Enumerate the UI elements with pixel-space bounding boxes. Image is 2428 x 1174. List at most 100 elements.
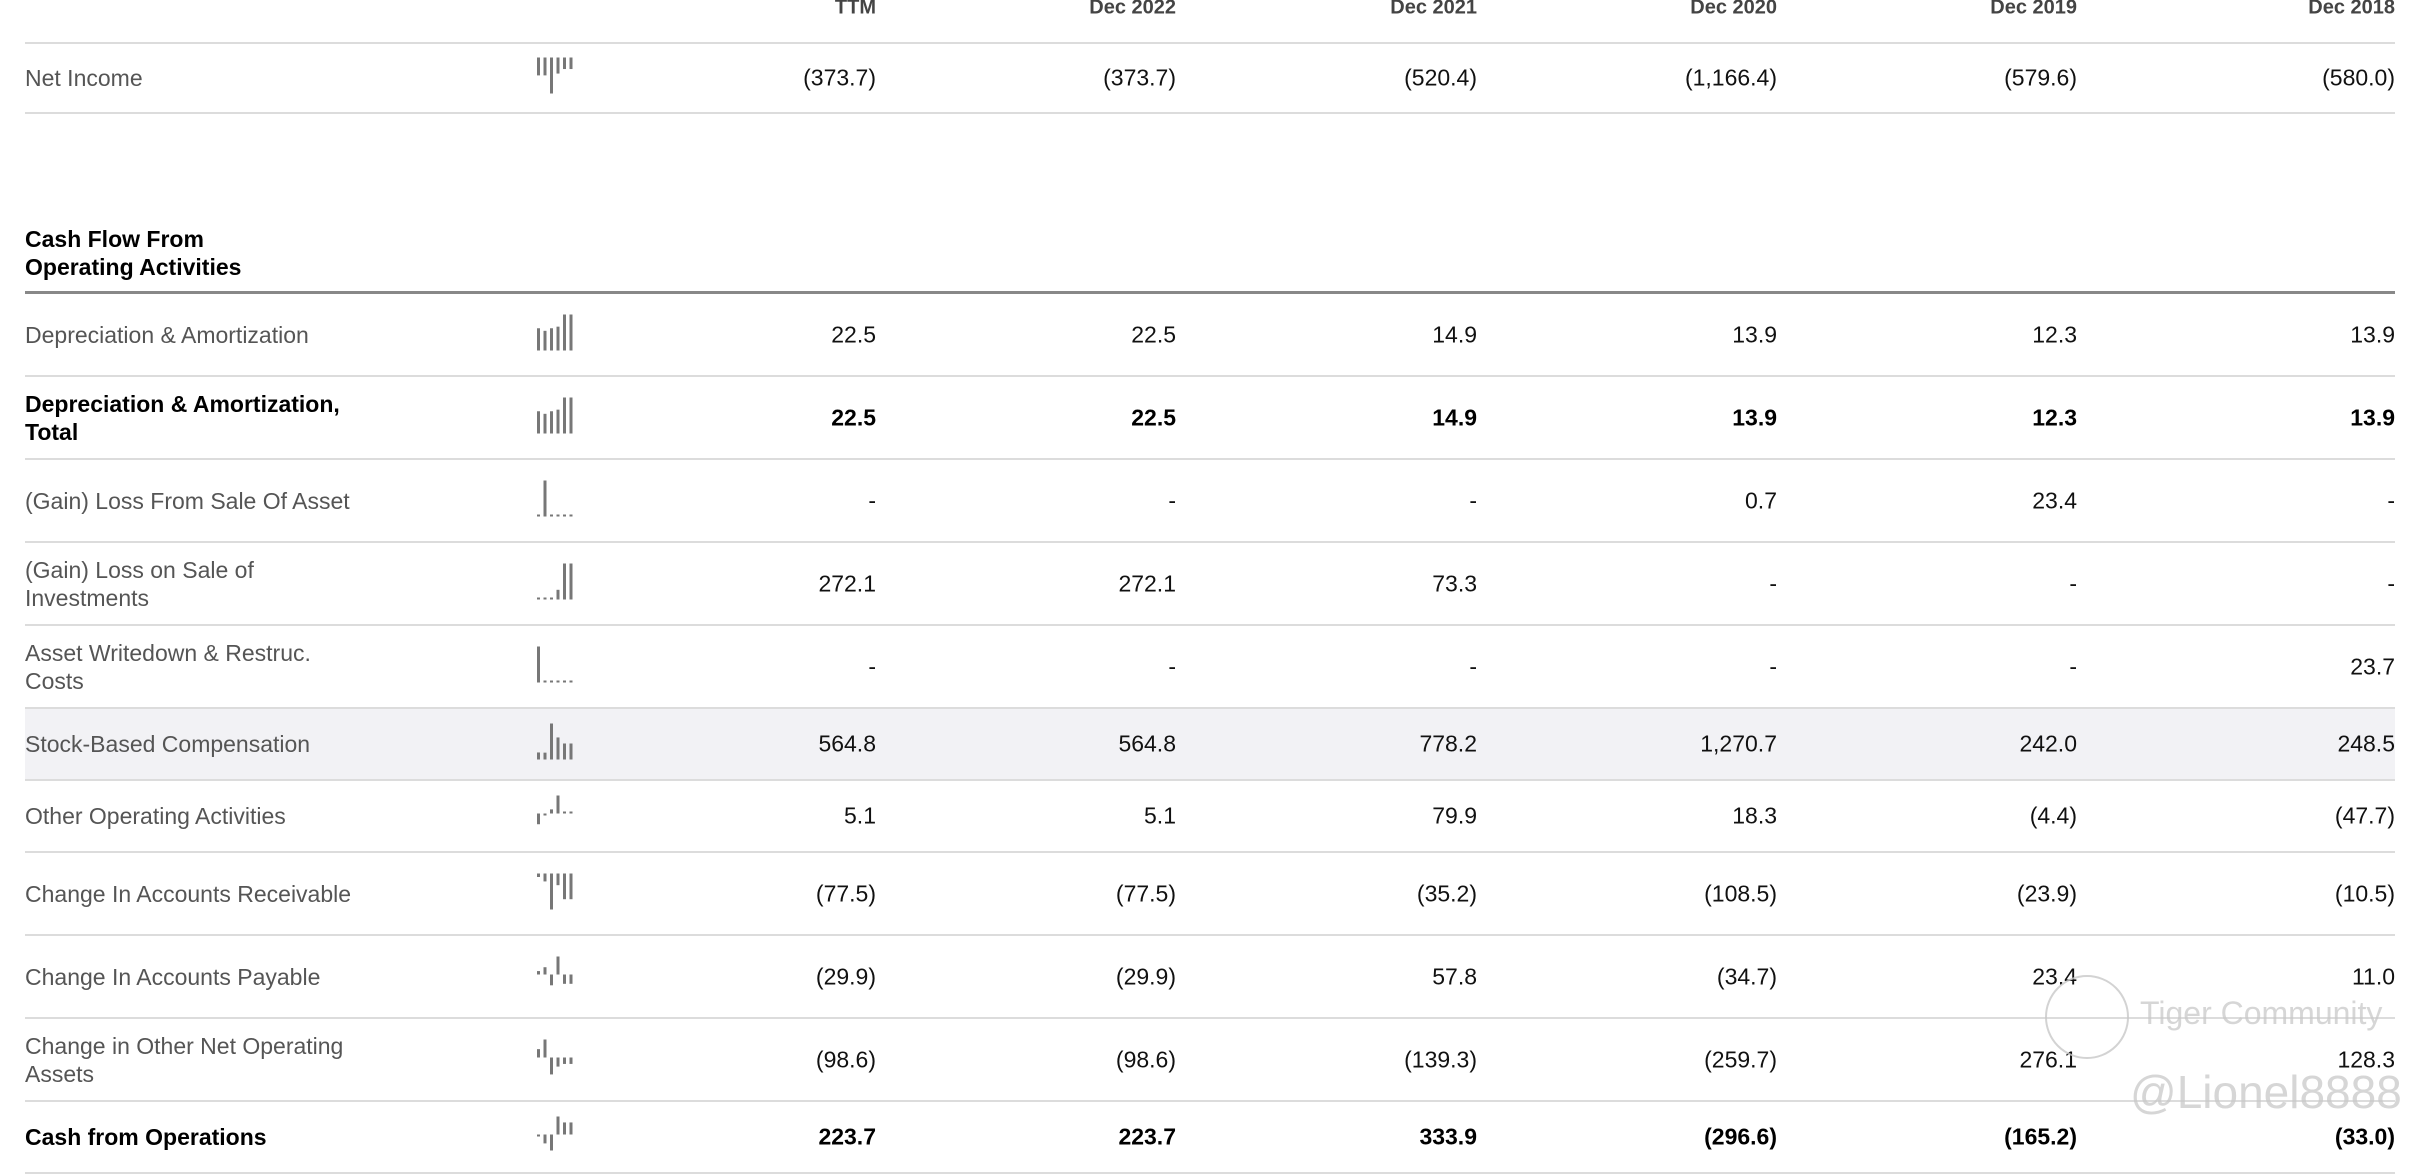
- sparkline-chart: [537, 397, 573, 433]
- sparkline-bar: [556, 795, 560, 814]
- value-cell: 14.9: [1432, 321, 1477, 347]
- value-cell: 0.7: [1745, 487, 1777, 513]
- sparkline-bar: [550, 723, 553, 760]
- sparkline-bar: [537, 410, 540, 433]
- column-header[interactable]: Dec 2021: [1390, 0, 1477, 19]
- table-row[interactable]: Change in Other Net Operating Assets (98.…: [25, 1019, 2395, 1102]
- column-header[interactable]: Dec 2022: [1089, 0, 1176, 19]
- value-cell: 57.8: [1432, 963, 1477, 989]
- row-label: Cash from Operations: [25, 1124, 267, 1150]
- sparkline-bar: [569, 974, 573, 984]
- sparkline-bar: [556, 514, 560, 516]
- sparkline-bar: [556, 326, 560, 350]
- table-row[interactable]: Cash from Operations 223.7 223.7 333.9 (296.…: [25, 1102, 2395, 1174]
- sparkline: [535, 792, 575, 841]
- value-cell: (579.6): [2004, 64, 2077, 91]
- value-cell: 79.9: [1432, 802, 1477, 829]
- row-label: Change In Accounts Receivable: [25, 880, 352, 907]
- sparkline-bar: [543, 813, 547, 816]
- sparkline: [535, 476, 575, 525]
- section-header: Cash Flow From Operating Activities: [25, 114, 2395, 294]
- sparkline-bar: [537, 57, 540, 76]
- value-cell: -: [1469, 487, 1477, 513]
- value-cell: 18.3: [1732, 802, 1777, 829]
- table-row[interactable]: Change In Accounts Payable (29.9) (29.9) 57…: [25, 936, 2395, 1019]
- value-cell: (98.6): [815, 1046, 876, 1072]
- value-cell: 14.9: [1432, 404, 1477, 430]
- sparkline-bar: [569, 743, 573, 760]
- sparkline-bar: [537, 646, 540, 682]
- sparkline-chart: [537, 873, 573, 909]
- sparkline-bar: [556, 57, 560, 74]
- sparkline: [535, 54, 575, 103]
- sparkline-bar: [537, 1134, 540, 1137]
- column-header[interactable]: TTM: [834, 0, 876, 19]
- value-cell: (580.0): [2322, 64, 2395, 91]
- sparkline-chart: [537, 314, 573, 350]
- sparkline-bar: [563, 680, 566, 682]
- sparkline-bar: [537, 873, 540, 877]
- table-row[interactable]: Net Income (373.7) (373.7) (520.4) (1,166.4)…: [25, 44, 2395, 114]
- row-label: Stock-Based Compensation: [25, 731, 311, 757]
- sparkline-bar: [569, 811, 573, 814]
- value-cell: (108.5): [1704, 880, 1777, 906]
- table-row[interactable]: Stock-Based Compensation 564.8 564.8 778.2 1…: [25, 709, 2395, 781]
- value-cell: -: [2069, 570, 2077, 596]
- value-cell: -: [2387, 570, 2395, 596]
- value-cell: (520.4): [1404, 64, 1477, 91]
- table-row[interactable]: Depreciation & Amortization 22.5 22.5 14.9 1…: [25, 294, 2395, 377]
- sparkline-bar: [569, 514, 573, 516]
- sparkline-bar: [543, 680, 547, 682]
- sparkline-chart: [537, 480, 573, 516]
- sparkline-bar: [543, 330, 547, 350]
- value-cell: 564.8: [818, 730, 876, 757]
- sparkline: [535, 559, 575, 608]
- value-cell: 23.7: [2350, 653, 2395, 679]
- table-row[interactable]: (Gain) Loss on Sale of Investments 272.1 2…: [25, 543, 2395, 626]
- sparkline-chart: [537, 1116, 573, 1151]
- row-label: (Gain) Loss From Sale Of Asset: [25, 487, 350, 514]
- value-cell: 13.9: [1732, 404, 1777, 430]
- row-label: (Gain) Loss on Sale of Investments: [25, 556, 254, 611]
- row-label: Change In Accounts Payable: [25, 963, 321, 990]
- sparkline-bar: [543, 413, 547, 433]
- row-label: Depreciation & Amortization, Total: [25, 390, 340, 445]
- table-row[interactable]: Other Operating Activities 5.1 5.1 79.9 18.3…: [25, 781, 2395, 853]
- value-cell: 23.4: [2032, 963, 2077, 989]
- table-row[interactable]: Depreciation & Amortization, Total 22.5 22…: [25, 377, 2395, 460]
- value-cell: 12.3: [2032, 321, 2077, 347]
- sparkline: [535, 720, 575, 769]
- sparkline-bar: [537, 970, 540, 974]
- sparkline-bar: [569, 1122, 573, 1135]
- sparkline: [535, 393, 575, 442]
- value-cell: 22.5: [1131, 321, 1176, 347]
- sparkline-bar: [550, 410, 553, 433]
- sparkline: [535, 1035, 575, 1084]
- sparkline-bar: [569, 873, 573, 899]
- value-cell: 242.0: [2019, 730, 2077, 757]
- value-cell: 73.3: [1432, 570, 1477, 596]
- sparkline-bar: [543, 1134, 547, 1144]
- column-header[interactable]: Dec 2020: [1690, 0, 1777, 19]
- sparkline-chart: [537, 723, 573, 760]
- column-header[interactable]: Dec 2019: [1990, 0, 2077, 19]
- table-row[interactable]: (Gain) Loss From Sale Of Asset - - - 0.7 23.4…: [25, 460, 2395, 543]
- value-cell: -: [1769, 653, 1777, 679]
- sparkline-bar: [550, 873, 553, 909]
- sparkline: [535, 952, 575, 1001]
- table-row[interactable]: Change In Accounts Receivable (77.5) (77.5…: [25, 853, 2395, 936]
- value-cell: (23.9): [2016, 880, 2077, 906]
- value-cell: 5.1: [844, 802, 876, 829]
- value-cell: 22.5: [831, 321, 876, 347]
- sparkline-bar: [556, 1116, 560, 1135]
- value-cell: 5.1: [1144, 802, 1176, 829]
- value-cell: 13.9: [2350, 404, 2395, 430]
- table-row[interactable]: Asset Writedown & Restruc. Costs - - - - - 23.…: [25, 626, 2395, 709]
- column-header[interactable]: Dec 2018: [2308, 0, 2395, 19]
- sparkline-bar: [563, 873, 566, 899]
- value-cell: 128.3: [2337, 1046, 2395, 1072]
- value-cell: -: [1469, 653, 1477, 679]
- sparkline-bar: [556, 1057, 560, 1067]
- value-cell: 13.9: [2350, 321, 2395, 347]
- sparkline-bar: [563, 743, 566, 760]
